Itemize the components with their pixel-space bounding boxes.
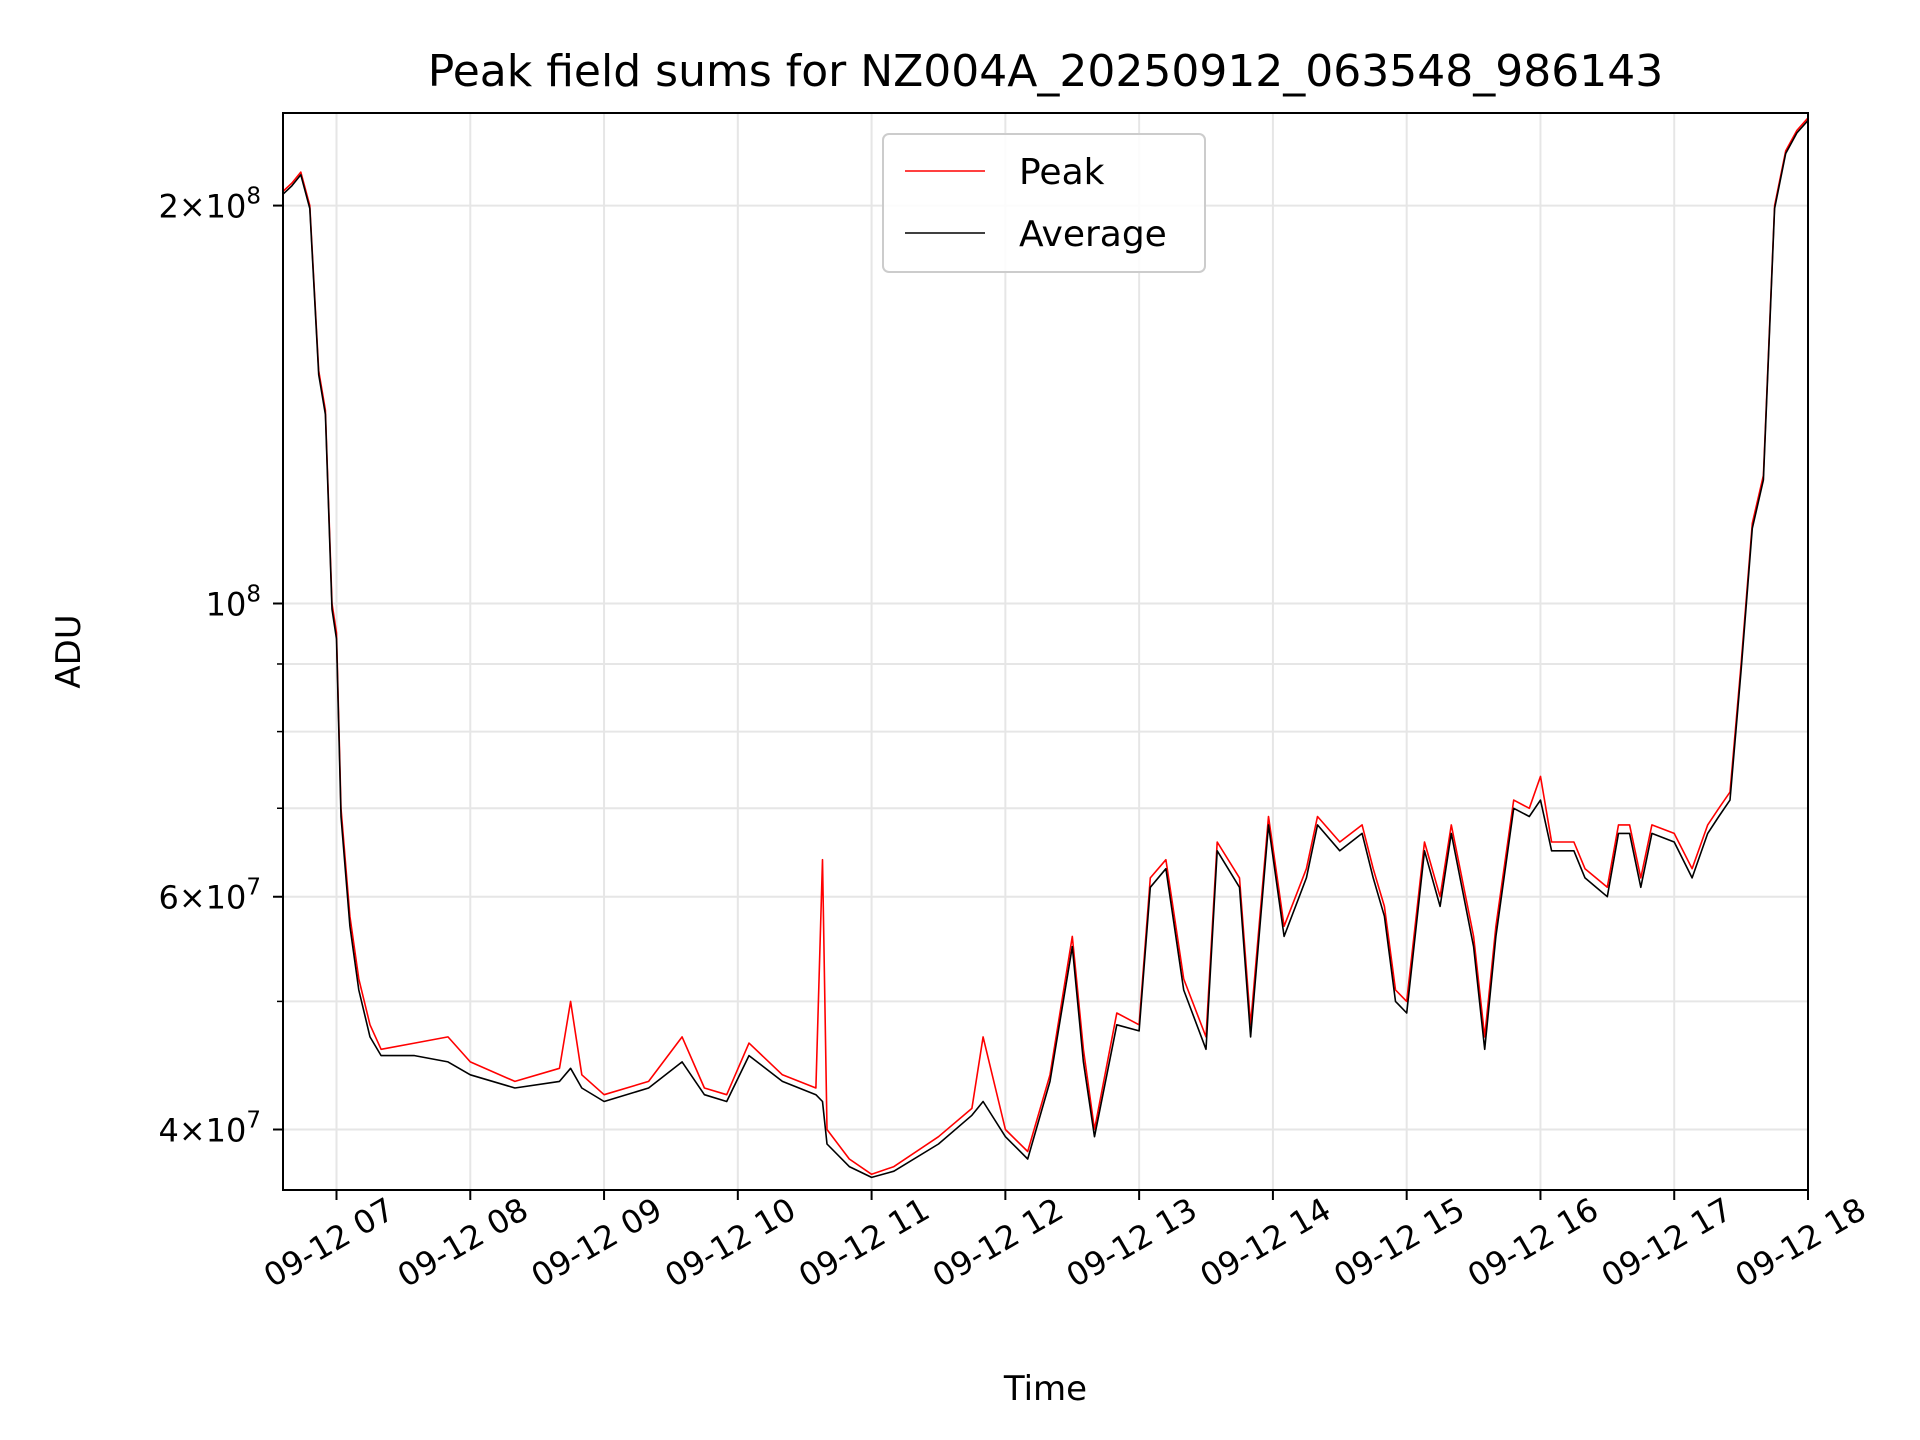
y-axis-label: ADU [49, 614, 89, 688]
y-axis: 4×107 6×107 108 2×108 [158, 184, 283, 1150]
y-tick-label: 6×107 [158, 875, 261, 917]
y-tick-label: 108 [206, 581, 261, 623]
series-layer [283, 117, 1808, 1179]
series-line-average [283, 119, 1808, 1179]
legend-label-average: Average [1019, 214, 1167, 255]
y-tick-label: 2×108 [158, 184, 261, 226]
plot-frame [282, 112, 1809, 1191]
chart-title: Peak field sums for NZ004A_20250912_0635… [428, 46, 1663, 97]
legend-box [882, 133, 1206, 273]
series-line-peak [283, 117, 1808, 1176]
y-tick-label: 4×107 [158, 1108, 261, 1150]
grid [283, 113, 1809, 1190]
x-axis-label: Time [1003, 1369, 1087, 1409]
legend: Peak Average [882, 133, 1206, 273]
legend-label-peak: Peak [1019, 152, 1105, 193]
